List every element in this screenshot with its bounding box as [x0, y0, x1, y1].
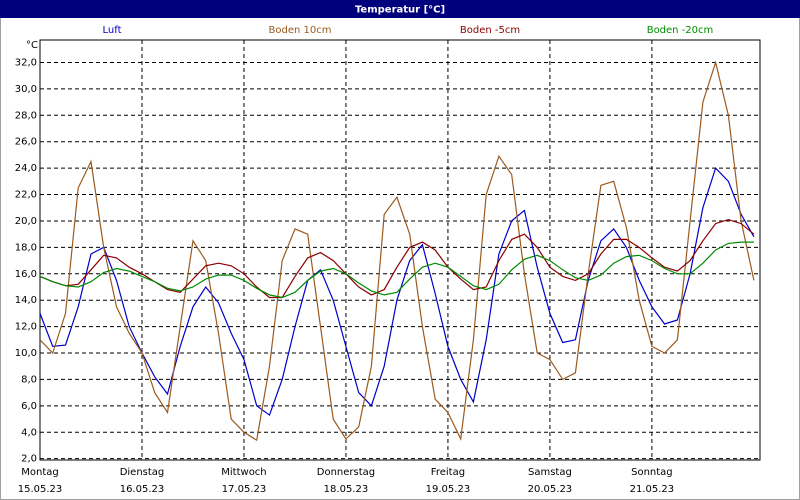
x-tick-label: 15.05.23	[18, 484, 63, 495]
x-tick-label: 16.05.23	[120, 484, 165, 495]
y-tick-label: 28,0	[15, 110, 37, 121]
y-tick-label: 26,0	[15, 137, 37, 148]
x-tick-label: 17.05.23	[222, 484, 267, 495]
y-tick-label: 6,0	[21, 401, 37, 412]
title-bar	[0, 0, 800, 18]
y-tick-label: 22,0	[15, 190, 37, 201]
y-unit: °C	[26, 40, 38, 51]
y-tick-label: 10,0	[15, 348, 37, 359]
series-line	[39, 241, 754, 299]
y-tick-label: 20,0	[15, 216, 37, 227]
y-tick-label: 32,0	[15, 57, 37, 68]
legend-entry: Boden -20cm	[647, 25, 714, 36]
series-line	[39, 60, 755, 442]
x-tick-label: 18.05.23	[324, 484, 369, 495]
y-tick-label: 8,0	[21, 374, 37, 385]
x-tick-label: 19.05.23	[426, 484, 471, 495]
x-tick-weekday: Donnerstag	[317, 467, 375, 478]
x-tick-weekday: Freitag	[431, 467, 465, 478]
x-tick-weekday: Mittwoch	[221, 467, 266, 478]
y-tick-label: 2,0	[21, 454, 37, 465]
plot-area	[39, 39, 761, 461]
x-tick-label: 20.05.23	[528, 484, 573, 495]
x-tick-weekday: Samstag	[528, 467, 572, 478]
y-tick-label: 30,0	[15, 84, 37, 95]
chart-title: Temperatur [°C]	[355, 5, 445, 16]
y-tick-label: 16,0	[15, 269, 37, 280]
x-tick-weekday: Montag	[21, 467, 58, 478]
y-tick-label: 12,0	[15, 322, 37, 333]
y-tick-label: 4,0	[21, 427, 37, 438]
x-tick-weekday: Sonntag	[631, 467, 673, 478]
legend-entry: Boden 10cm	[269, 25, 332, 36]
y-tick-label: 24,0	[15, 163, 37, 174]
legend-entry: Boden -5cm	[460, 25, 520, 36]
y-tick-label: 18,0	[15, 242, 37, 253]
x-tick-weekday: Dienstag	[120, 467, 165, 478]
legend-entry: Luft	[103, 25, 122, 36]
series-line	[39, 166, 755, 417]
x-tick-label: 21.05.23	[630, 484, 675, 495]
y-tick-label: 14,0	[15, 295, 37, 306]
